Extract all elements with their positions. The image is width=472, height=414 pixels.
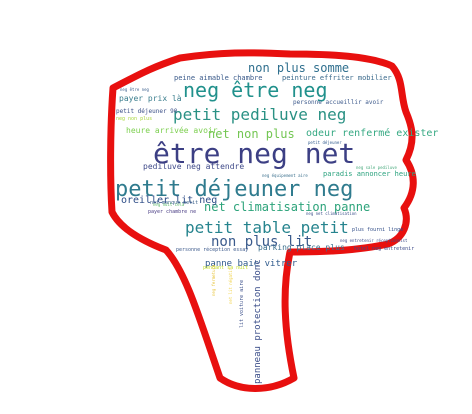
word: neg nuit cela: [153, 202, 185, 207]
word: petit déjeuner: [308, 140, 342, 145]
word: pediluve neg attendre: [143, 162, 244, 171]
word: plus fourni linge: [352, 227, 403, 233]
word: neg net climatisation: [306, 211, 357, 216]
word: petit table petit: [185, 218, 349, 237]
word: neg sale pediluve: [356, 165, 398, 170]
word: personne accueillir avoir: [293, 99, 384, 106]
word: net non plus: [208, 127, 295, 141]
word: petit pediluve neg: [173, 105, 346, 124]
word: petit déjeuner 90: [116, 108, 178, 115]
word: hotel neg entretenir: [354, 246, 414, 252]
word: net lit négatif: [228, 267, 233, 304]
word: paradis annoncer heure: [323, 170, 416, 178]
word: payer prix là: [119, 94, 182, 103]
word: payer chambre ne: [148, 209, 196, 215]
word: heure arrivée avoir: [126, 125, 218, 135]
word: neg non plus: [116, 116, 152, 122]
word: neg équipement aire: [262, 173, 308, 178]
word: panneau protection donc: [253, 259, 263, 384]
word: neg entretenir réceptionnist: [340, 238, 408, 243]
word: non plus somme: [248, 61, 349, 75]
word: oreiller lit neg: [121, 195, 217, 206]
thumbs-down-outline: [107, 49, 417, 392]
word: lit voiture aire: [239, 280, 245, 328]
word: non plus lit: [211, 234, 312, 250]
word: petit déjeuner neg: [115, 177, 353, 202]
word: odeur renfermé exister: [306, 127, 438, 139]
word: pendant sa nuit: [203, 265, 248, 271]
word: neg être neg: [183, 78, 328, 102]
word: panne baie vitrer: [205, 259, 298, 269]
word: peinture effriter mobilier: [282, 74, 392, 82]
word: net climatisation panne: [204, 200, 370, 214]
word: net manque petit: [150, 200, 198, 206]
word: être neg net: [153, 137, 355, 170]
word: personne réception essay: [176, 246, 248, 253]
word: parking place plus: [258, 243, 345, 252]
word: peine aimable chambre: [174, 74, 263, 82]
word: neg être neg: [120, 87, 149, 92]
word: neg fermeture: [211, 264, 216, 296]
